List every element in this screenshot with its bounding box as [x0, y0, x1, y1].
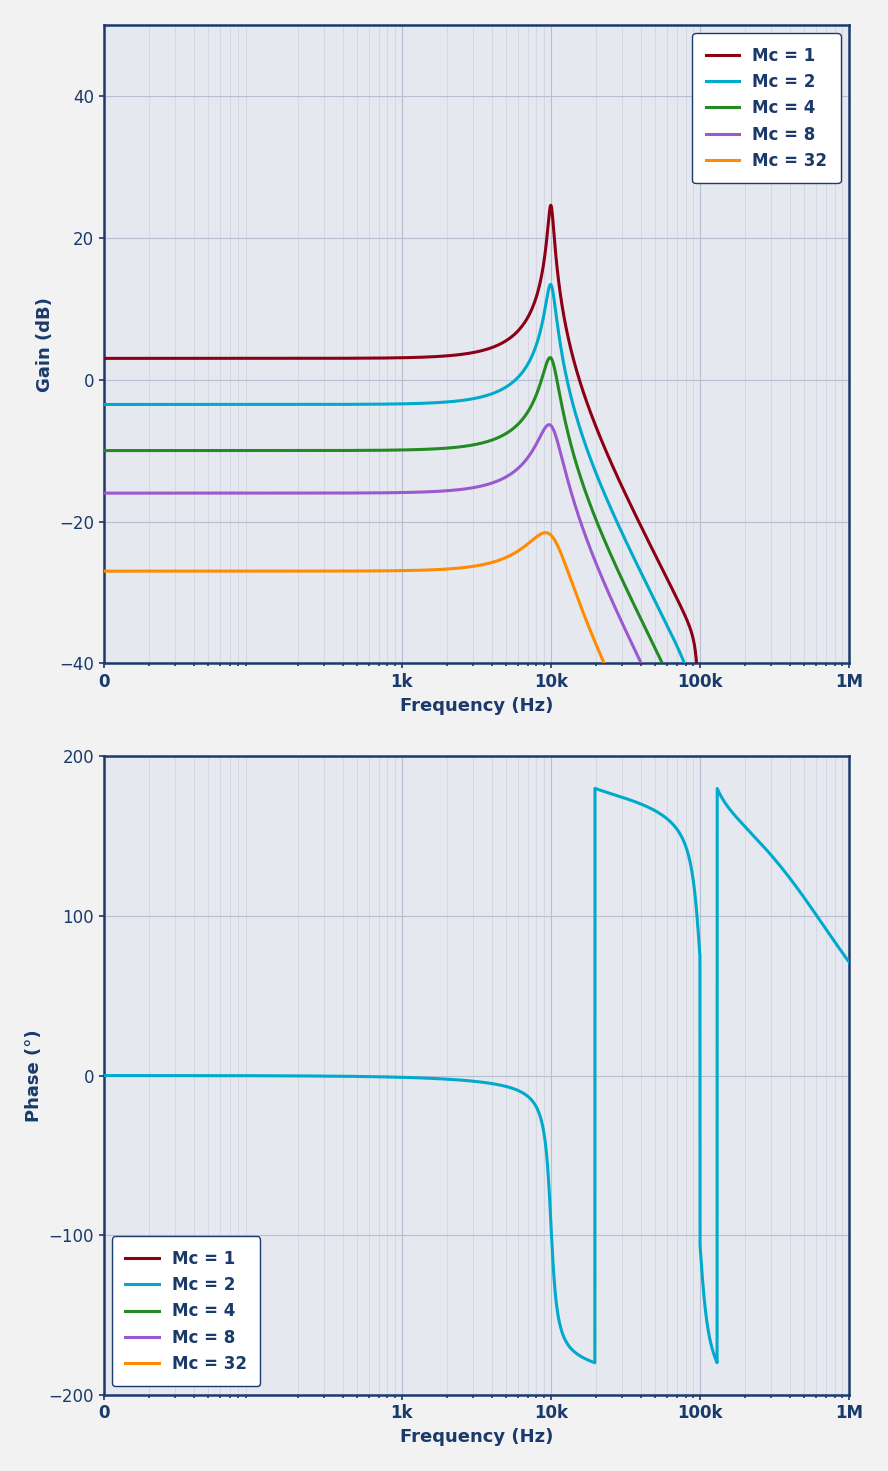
Mc = 8 [543, 416, 554, 434]
Mc = 4 [711, 769, 722, 787]
Line: Mc = 4: Mc = 4 [104, 357, 849, 1097]
Mc = 8 [545, 416, 556, 434]
Mc = 1 [234, 350, 244, 368]
Mc = 1 [384, 349, 394, 366]
Mc = 8 [711, 822, 722, 840]
Mc = 8 [844, 1121, 854, 1139]
Mc = 2 [99, 396, 109, 413]
Line: Mc = 32: Mc = 32 [104, 533, 849, 1275]
Legend: Mc = 1, Mc = 2, Mc = 4, Mc = 8, Mc = 32: Mc = 1, Mc = 2, Mc = 4, Mc = 8, Mc = 32 [693, 34, 841, 184]
Mc = 32 [99, 562, 109, 580]
Mc = 2 [583, 444, 594, 462]
Legend: Mc = 1, Mc = 2, Mc = 4, Mc = 8, Mc = 32: Mc = 1, Mc = 2, Mc = 4, Mc = 8, Mc = 32 [112, 1237, 260, 1386]
Mc = 4 [234, 441, 244, 459]
Mc = 32 [583, 618, 594, 635]
Mc = 1 [545, 197, 556, 215]
Mc = 4 [544, 349, 555, 366]
Mc = 2 [234, 396, 244, 413]
Mc = 32 [234, 562, 244, 580]
Line: Mc = 2: Mc = 2 [104, 284, 849, 1040]
Mc = 8 [99, 484, 109, 502]
Mc = 2 [384, 396, 394, 413]
Y-axis label: Phase (°): Phase (°) [25, 1030, 43, 1122]
Mc = 32 [844, 1199, 854, 1217]
Mc = 1 [545, 197, 556, 215]
Mc = 32 [711, 918, 722, 936]
Mc = 8 [384, 484, 394, 502]
Mc = 1 [844, 986, 854, 1003]
Line: Mc = 1: Mc = 1 [104, 206, 849, 994]
Mc = 32 [694, 1267, 705, 1284]
Mc = 8 [234, 484, 244, 502]
Mc = 4 [99, 441, 109, 459]
Mc = 8 [654, 694, 665, 712]
Mc = 1 [583, 399, 594, 416]
Mc = 32 [654, 778, 665, 796]
Mc = 32 [384, 562, 394, 580]
Mc = 4 [844, 1078, 854, 1096]
Line: Mc = 8: Mc = 8 [104, 425, 849, 1165]
Mc = 2 [844, 1031, 854, 1049]
Mc = 4 [384, 441, 394, 459]
Mc = 8 [583, 535, 594, 553]
Mc = 2 [711, 716, 722, 734]
Mc = 32 [540, 524, 551, 541]
Mc = 4 [654, 650, 665, 668]
X-axis label: Frequency (Hz): Frequency (Hz) [400, 697, 553, 715]
X-axis label: Frequency (Hz): Frequency (Hz) [400, 1428, 553, 1446]
Mc = 1 [711, 668, 722, 685]
Mc = 32 [545, 527, 556, 544]
Y-axis label: Gain (dB): Gain (dB) [36, 297, 53, 391]
Mc = 2 [654, 602, 665, 619]
Mc = 8 [694, 1156, 705, 1174]
Mc = 4 [545, 349, 556, 366]
Mc = 1 [99, 350, 109, 368]
Mc = 1 [654, 556, 665, 574]
Mc = 4 [583, 491, 594, 509]
Mc = 2 [545, 275, 556, 293]
Mc = 2 [545, 275, 556, 293]
Mc = 4 [694, 1089, 705, 1106]
